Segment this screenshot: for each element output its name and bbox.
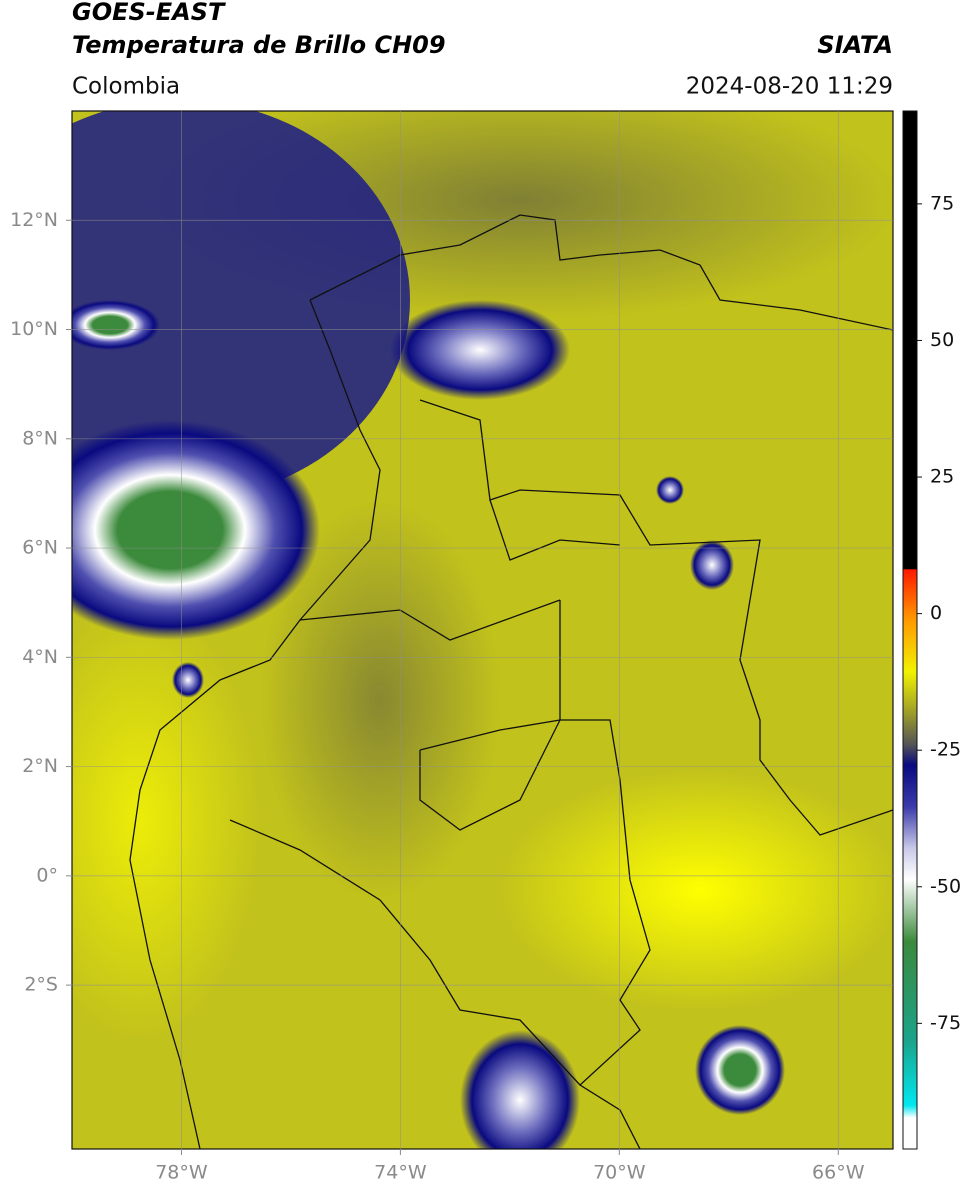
y-tick-label: 10°N <box>10 318 58 340</box>
y-tick-label: 6°N <box>22 537 58 559</box>
x-tick-label: 66°W <box>812 1162 865 1184</box>
y-tick-label: 2°N <box>22 755 58 777</box>
colorbar-tick-label: 0 <box>930 602 942 624</box>
y-tick-label: 12°N <box>10 209 58 231</box>
colorbar-tick-label: -75 <box>930 1012 961 1034</box>
colorbar-tick-label: -50 <box>930 875 961 897</box>
y-tick-label: 2°S <box>24 974 58 996</box>
colorbar-tick-label: -25 <box>930 739 961 761</box>
title: GOES-EAST <box>72 0 226 26</box>
y-tick-label: 4°N <box>22 646 58 668</box>
colorbar-tick-label: 75 <box>930 192 954 214</box>
map-frame <box>71 110 894 1150</box>
datetime: 2024-08-20 11:29 <box>686 74 893 100</box>
colorbar-tick-label: 50 <box>930 329 954 351</box>
x-tick-label: 70°W <box>593 1162 646 1184</box>
y-tick-label: 0° <box>36 864 58 886</box>
x-tick-label: 78°W <box>155 1162 208 1184</box>
agency: SIATA <box>817 31 893 59</box>
satellite-image <box>72 111 893 1149</box>
colorbar <box>902 110 918 1150</box>
colorbar-tick-label: 25 <box>930 466 954 488</box>
x-tick-label: 74°W <box>374 1162 427 1184</box>
region: Colombia <box>72 74 180 100</box>
subtitle: Temperatura de Brillo CH09 <box>72 31 446 59</box>
y-tick-label: 8°N <box>22 427 58 449</box>
